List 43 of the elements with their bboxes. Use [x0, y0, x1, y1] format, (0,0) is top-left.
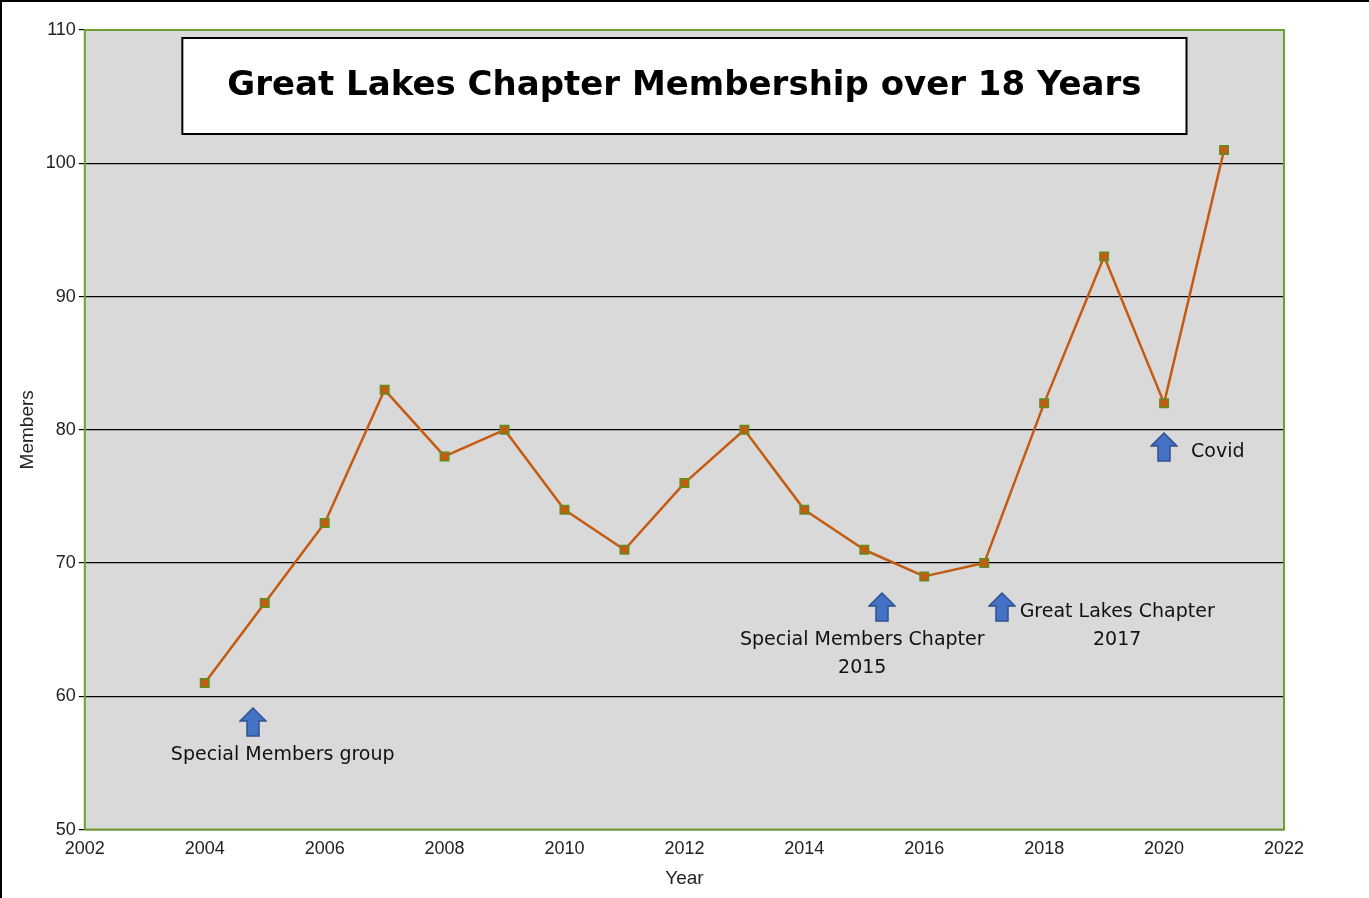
- x-axis-title: Year: [665, 866, 705, 888]
- point: [679, 478, 690, 489]
- y-tick-label: 50: [55, 818, 76, 839]
- point: [199, 678, 210, 688]
- x-tick-label: 2010: [544, 838, 585, 859]
- x-tick-label: 2008: [424, 838, 465, 859]
- x-tick-label: 2020: [1144, 838, 1185, 859]
- point: [559, 504, 570, 515]
- y-tick-label: 110: [47, 18, 76, 39]
- y-tick-label: 60: [55, 685, 76, 706]
- x-tick-label: 2006: [304, 838, 345, 859]
- y-tick-label: 90: [55, 285, 76, 306]
- x-tick-label: 2014: [784, 838, 825, 859]
- annotation: Special Members Chapter 2015: [740, 627, 985, 678]
- x-tick-label: 2018: [1024, 838, 1065, 859]
- point: [799, 504, 810, 515]
- point: [439, 451, 450, 462]
- y-tick-label: 100: [45, 152, 76, 173]
- point: [1039, 398, 1050, 409]
- point: [1159, 398, 1170, 409]
- point: [859, 544, 870, 555]
- x-tick-label: 2022: [1263, 838, 1305, 859]
- x-tick-label: 2016: [904, 838, 945, 859]
- point: [259, 598, 270, 609]
- y-axis-title: Members: [15, 390, 37, 470]
- point: [919, 571, 930, 582]
- point: [499, 424, 510, 435]
- point: [319, 518, 330, 529]
- annotation: Special Members group: [170, 742, 395, 765]
- y-tick-label: 70: [55, 552, 76, 573]
- point: [739, 424, 750, 435]
- y-tick-label: 80: [55, 418, 76, 439]
- x-tick-label: 2004: [184, 838, 225, 859]
- point: [1219, 144, 1230, 155]
- annotation: Covid: [1191, 439, 1245, 462]
- annotation: Great Lakes Chapter 2017: [1019, 599, 1215, 650]
- text: Great Lakes Chapter Membership over 18 Years: [227, 62, 1142, 103]
- point: [379, 384, 390, 395]
- x-tick-label: 2002: [64, 838, 105, 859]
- point: [1099, 251, 1110, 262]
- point: [619, 544, 630, 555]
- x-tick-label: 2012: [664, 838, 705, 859]
- point: [979, 558, 990, 569]
